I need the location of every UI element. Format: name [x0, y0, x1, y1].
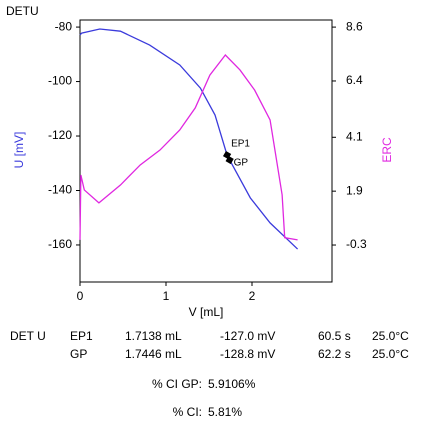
stat-label: % CI GP: — [152, 377, 202, 391]
y2-tick-label: 1.9 — [346, 183, 363, 197]
x-tick-label: 2 — [249, 289, 256, 303]
annotation-marker — [225, 155, 234, 165]
table-cell: -128.8 mV — [220, 347, 275, 361]
table-label: DET U — [10, 329, 46, 343]
y-tick-label: -80 — [55, 19, 73, 33]
plot-frame — [79, 19, 333, 283]
y2-tick-label: 4.1 — [346, 129, 363, 143]
stat-value: 5.81% — [208, 405, 242, 419]
table-cell: 25.0°C — [372, 347, 409, 361]
x-tick-label: 1 — [163, 289, 170, 303]
stat-value: 5.9106% — [208, 377, 256, 391]
x-axis-label: V [mL] — [189, 305, 224, 319]
y2-tick-label: -0.3 — [346, 237, 367, 251]
y2-tick-label: 8.6 — [346, 19, 363, 33]
y-tick-label: -160 — [48, 237, 72, 251]
y-tick-label: -100 — [48, 74, 72, 88]
table-cell: GP — [70, 347, 87, 361]
table-cell: 62.2 s — [318, 347, 351, 361]
y2-tick-label: 6.4 — [346, 73, 363, 87]
chart-title: DETU — [6, 4, 39, 18]
table-cell: 25.0°C — [372, 329, 409, 343]
y2-axis-label: ERC — [380, 137, 394, 163]
table-cell: 60.5 s — [318, 329, 351, 343]
y-tick-label: -120 — [48, 128, 72, 142]
stat-label: % CI: — [173, 405, 202, 419]
y-tick-label: -140 — [48, 183, 72, 197]
y-axis-label: U [mV] — [12, 132, 26, 169]
table-cell: -127.0 mV — [220, 329, 275, 343]
table-cell: 1.7138 mL — [125, 329, 182, 343]
x-tick-label: 0 — [77, 289, 84, 303]
table-cell: EP1 — [70, 329, 93, 343]
annotation-label: GP — [234, 158, 249, 169]
data-line — [79, 28, 299, 250]
table-cell: 1.7446 mL — [125, 347, 182, 361]
annotation-label: EP1 — [231, 139, 250, 150]
data-line — [79, 54, 298, 241]
